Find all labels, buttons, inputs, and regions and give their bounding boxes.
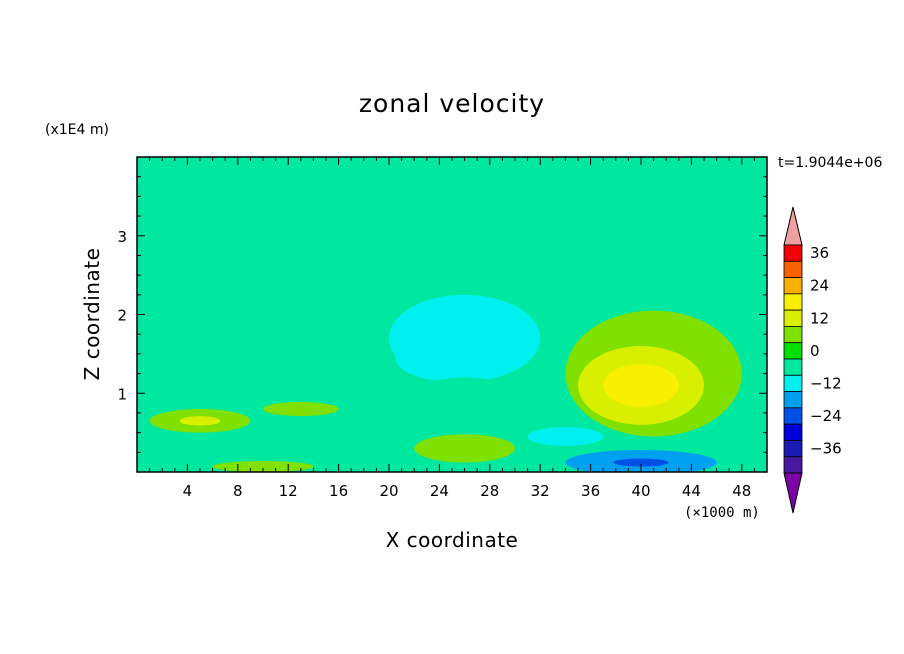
colorbar-tick-label: −12 — [810, 374, 842, 392]
contour-region-16 — [263, 401, 339, 417]
y-unit-label: (x1E4 m) — [45, 122, 109, 138]
colorbar-box — [783, 309, 803, 327]
colorbar-box — [783, 374, 803, 392]
x-tick-label: 32 — [531, 482, 550, 500]
colorbar-max-arrow — [783, 206, 803, 246]
y-tick-label: 1 — [117, 385, 127, 403]
x-tick-label: 44 — [682, 482, 701, 500]
x-tick-label: 24 — [430, 482, 449, 500]
colorbar-box — [783, 440, 803, 458]
colorbar-tick-label: 12 — [810, 309, 829, 327]
y-tick-label: 3 — [117, 228, 127, 246]
y-axis-label: Z coordinate — [80, 248, 104, 381]
colorbar-box — [783, 358, 803, 376]
contour-region-18 — [137, 369, 200, 386]
contour-region-1 — [137, 200, 767, 248]
x-axis-label: X coordinate — [386, 528, 519, 552]
colorbar-box — [783, 260, 803, 278]
contour-field — [137, 157, 767, 472]
colorbar-tick-label: 36 — [810, 244, 829, 262]
chart-title: zonal velocity — [359, 89, 545, 118]
colorbar-tick-label: −24 — [810, 407, 842, 425]
contour-region-5 — [401, 377, 528, 433]
colorbar-box — [783, 326, 803, 344]
contour-region-15 — [414, 434, 515, 463]
y-axis-ticks: 1 2 3 — [117, 176, 767, 453]
colorbar-box — [783, 342, 803, 360]
x-tick-label: 48 — [732, 482, 751, 500]
contour-region-4 — [395, 334, 509, 382]
x-axis-ticks: 4 8 12 16 20 24 28 32 36 40 44 48 — [149, 157, 755, 500]
colorbar-box — [783, 407, 803, 425]
contour-region-14 — [137, 440, 339, 457]
contour-region-10 — [613, 458, 669, 467]
x-tick-label: 4 — [183, 482, 193, 500]
x-tick-label: 20 — [379, 482, 398, 500]
contour-region-8 — [603, 364, 679, 407]
colorbar-box — [783, 423, 803, 441]
x-tick-label: 16 — [329, 482, 348, 500]
colorbar-box — [783, 456, 803, 474]
colorbar-tick-label: −36 — [810, 440, 842, 458]
contour-region-11 — [527, 427, 604, 447]
x-tick-label: 28 — [480, 482, 499, 500]
contour-region-13 — [179, 416, 221, 426]
colorbar-box — [783, 277, 803, 295]
x-tick-label: 12 — [279, 482, 298, 500]
y-tick-label: 2 — [117, 307, 127, 325]
x-tick-label: 40 — [631, 482, 650, 500]
x-unit-label: (×1000 m) — [684, 505, 760, 521]
x-tick-label: 36 — [581, 482, 600, 500]
contour-region-0 — [137, 157, 767, 189]
colorbar-min-arrow — [783, 472, 803, 514]
colorbar-tick-label: 24 — [810, 277, 829, 295]
x-tick-label: 8 — [233, 482, 243, 500]
colorbar-box — [783, 244, 803, 262]
colorbar-box — [783, 293, 803, 311]
colorbar-tick-label: 0 — [810, 342, 820, 360]
colorbar-box — [783, 391, 803, 409]
time-label: t=1.9044e+06 — [778, 155, 882, 171]
colorbar: 36 24 12 0 −12 −24 −36 — [783, 206, 842, 514]
